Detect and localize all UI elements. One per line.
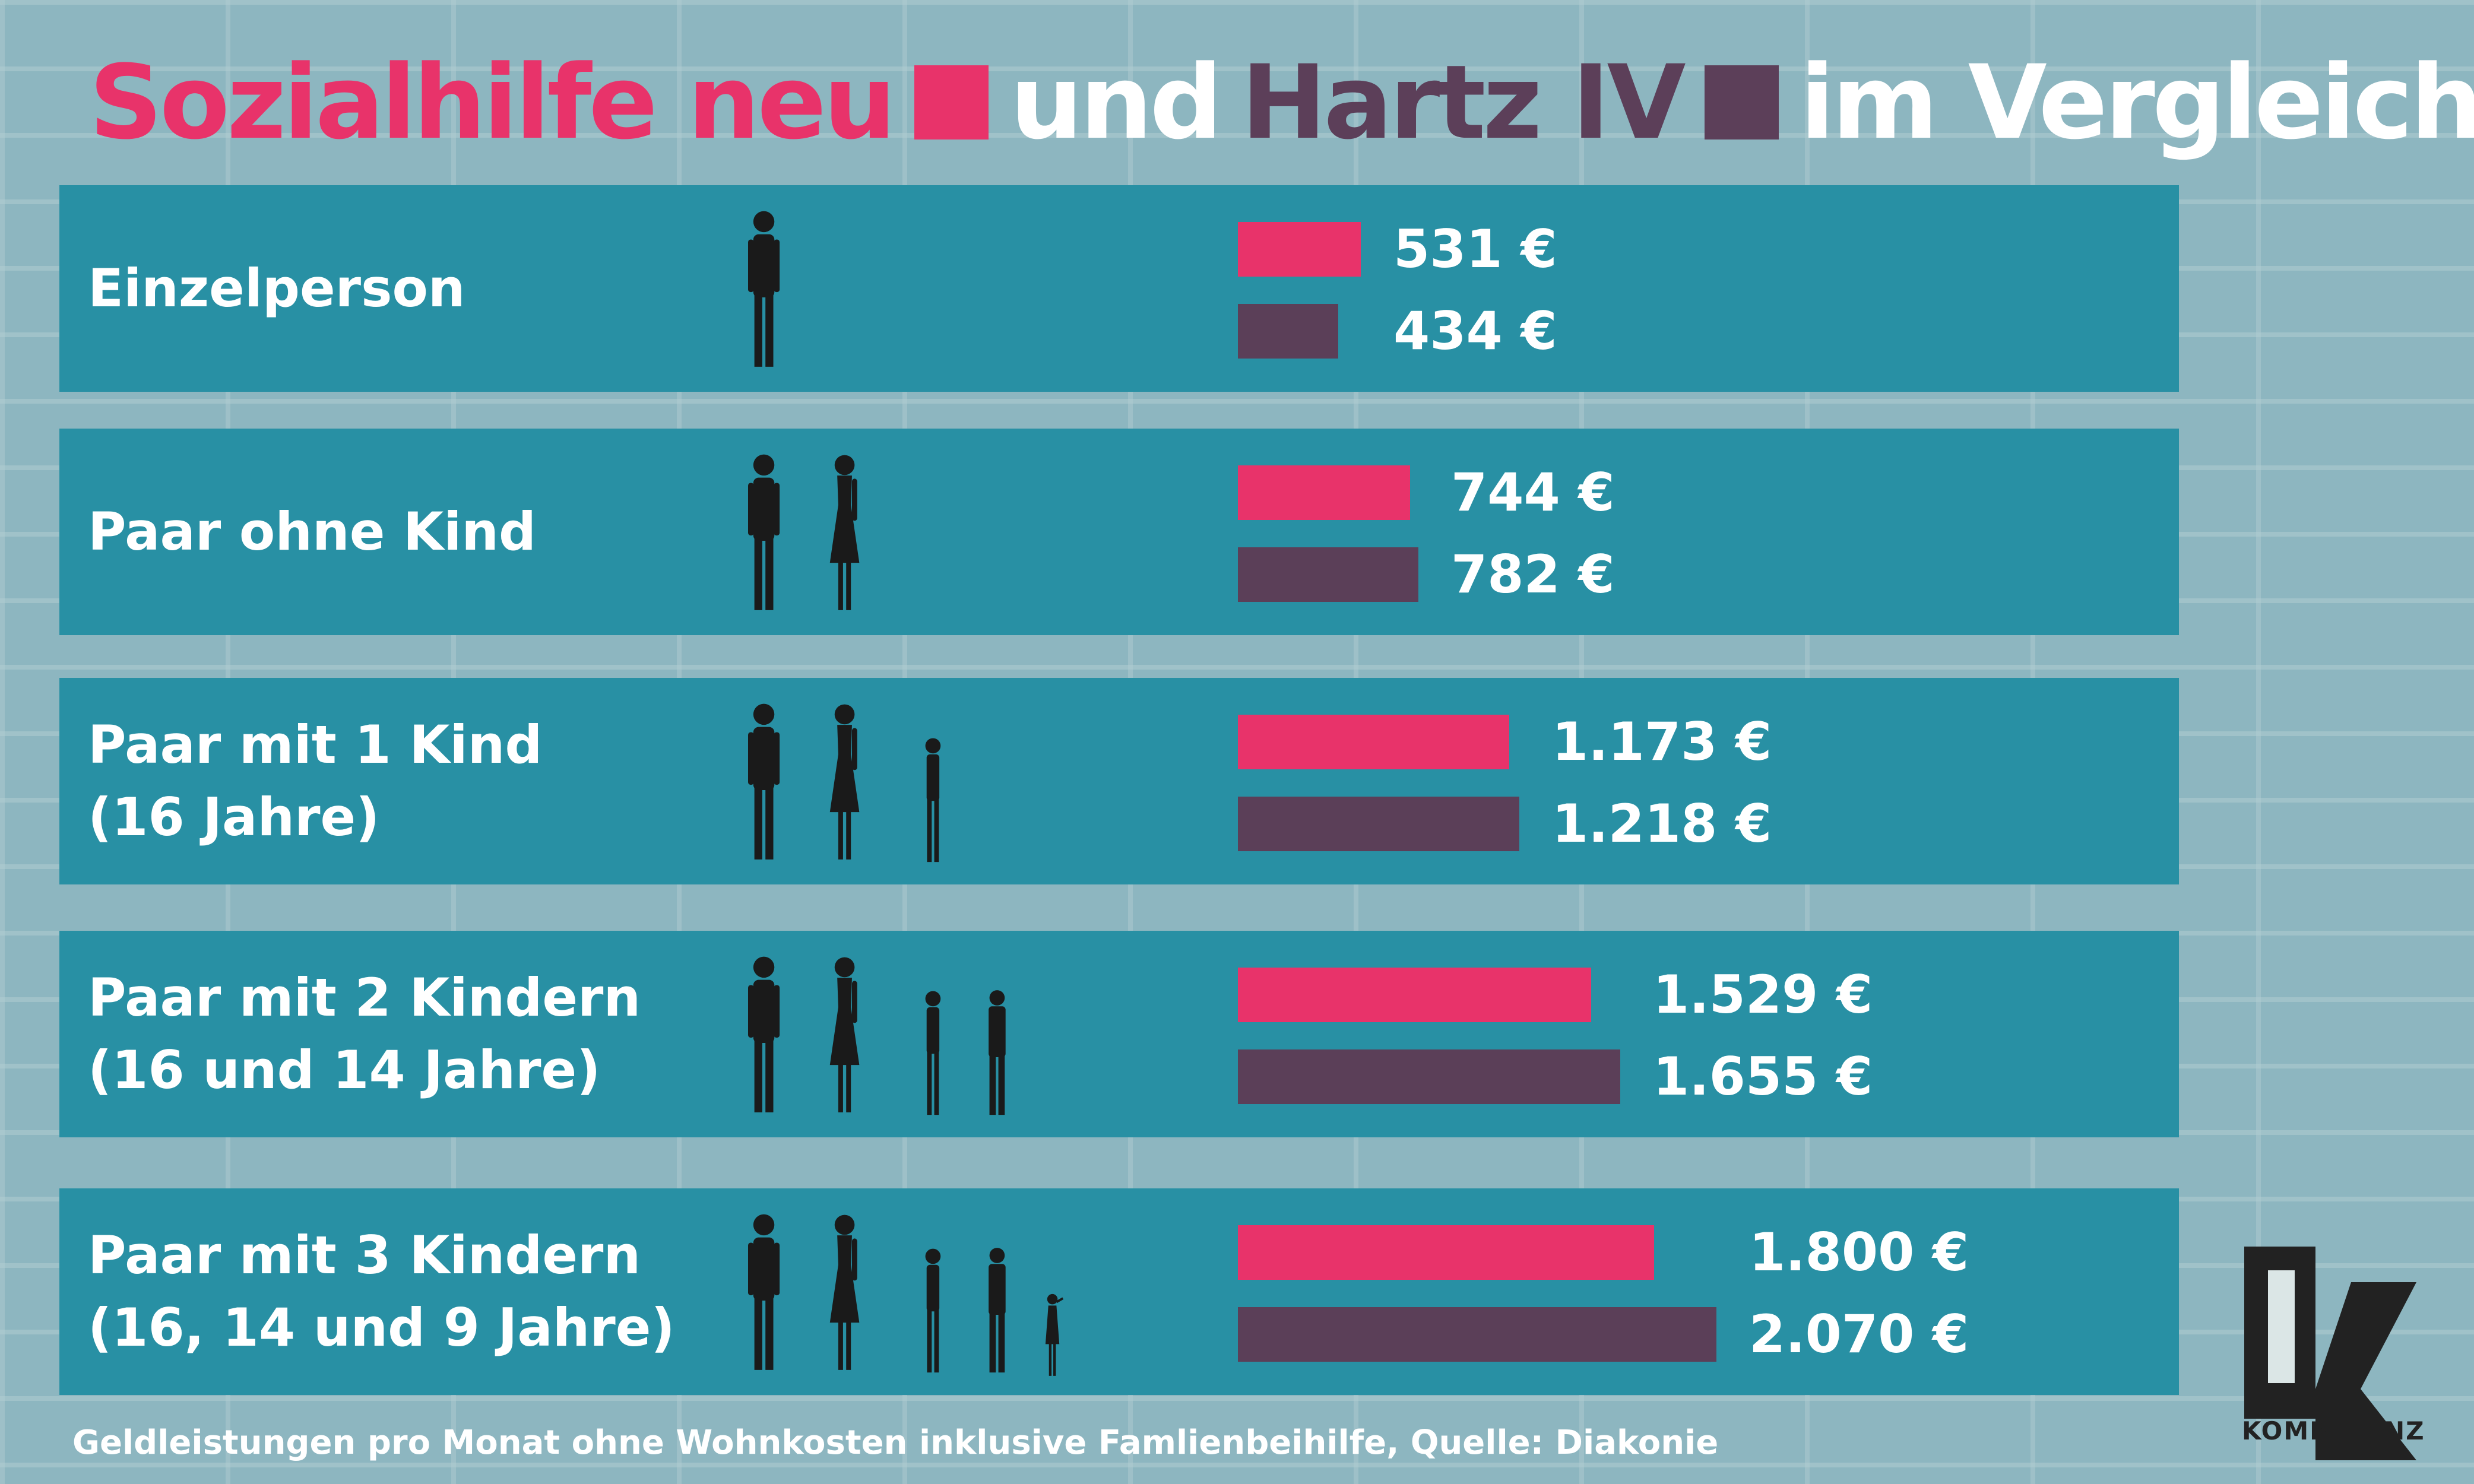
category-label: Paar ohne Kind (88, 496, 536, 568)
sozialhilfe-neu-bar (1238, 968, 1591, 1022)
boy-silhouette-icon (989, 1248, 1006, 1373)
chart-title: Sozialhilfe neu und Hartz IV im Vergleic… (89, 42, 2474, 162)
sozialhilfe-neu-value-label: 531 € (1393, 218, 1557, 280)
hartz-iv-value-label: 1.218 € (1552, 793, 1772, 854)
category-band: Paar mit 2 Kindern (16 und 14 Jahre) 1.529… (59, 931, 2179, 1137)
hartz-iv-bar (1238, 304, 1338, 359)
sozialhilfe-neu-value-label: 1.529 € (1653, 964, 1873, 1025)
hartz-iv-value-label: 782 € (1451, 544, 1615, 605)
category-label-line: Paar mit 3 Kindern (88, 1225, 641, 1286)
category-label: Paar mit 3 Kindern (16, 14 und 9 Jahre) (88, 1219, 675, 1364)
title-und: und (1010, 42, 1222, 162)
category-band: Paar mit 1 Kind (16 Jahre) 1.173 € 1.218 € (59, 678, 2179, 884)
sozialhilfe-neu-legend-swatch (914, 65, 989, 139)
girl-silhouette-icon (925, 1248, 941, 1373)
sozialhilfe-neu-bar (1238, 715, 1509, 769)
category-label-line: Paar ohne Kind (88, 501, 537, 562)
man-silhouette-icon (748, 703, 780, 860)
child-silhouette-icon (1045, 1293, 1064, 1376)
k-logo-icon (2244, 1247, 2416, 1460)
category-label-line: Paar mit 2 Kindern (88, 967, 641, 1028)
woman-silhouette-icon (829, 704, 860, 860)
hartz-iv-legend-swatch (1704, 65, 1779, 139)
category-label-line: (16, 14 und 9 Jahre) (88, 1297, 675, 1358)
hartz-iv-bar (1238, 1049, 1620, 1104)
hartz-iv-bar (1238, 797, 1519, 851)
girl-silhouette-icon (925, 738, 941, 863)
woman-silhouette-icon (829, 957, 860, 1112)
sozialhilfe-neu-value-label: 1.800 € (1749, 1222, 1969, 1283)
source-note: Geldleistungen pro Monat ohne Wohnkosten… (72, 1423, 1719, 1462)
hartz-iv-bar (1238, 1307, 1716, 1362)
category-label-line: Einzelperson (88, 258, 465, 319)
title-sozialhilfe-neu: Sozialhilfe neu (89, 42, 896, 162)
title-im-vergleich: im Vergleich (1800, 42, 2474, 162)
sozialhilfe-neu-value-label: 1.173 € (1552, 711, 1772, 772)
boy-silhouette-icon (989, 990, 1006, 1115)
sozialhilfe-neu-bar (1238, 465, 1410, 520)
category-label: Paar mit 1 Kind (16 Jahre) (88, 709, 542, 854)
man-silhouette-icon (748, 1214, 780, 1370)
category-label: Paar mit 2 Kindern (16 und 14 Jahre) (88, 962, 641, 1106)
category-label-line: Paar mit 1 Kind (88, 714, 543, 775)
category-band: Paar mit 3 Kindern (16, 14 und 9 Jahre) 1.… (59, 1188, 2179, 1395)
title-hartz-iv: Hartz IV (1241, 42, 1686, 162)
category-band: Paar ohne Kind 744 € 782 € (59, 429, 2179, 635)
woman-silhouette-icon (829, 455, 860, 610)
woman-silhouette-icon (829, 1215, 860, 1370)
sozialhilfe-neu-value-label: 744 € (1451, 462, 1615, 523)
sozialhilfe-neu-bar (1238, 222, 1361, 277)
hartz-iv-value-label: 2.070 € (1749, 1304, 1969, 1365)
girl-silhouette-icon (925, 991, 941, 1115)
hartz-iv-value-label: 1.655 € (1653, 1046, 1873, 1107)
category-band: Einzelperson 531 € 434 € (59, 185, 2179, 392)
logo-text: KOMPETENZ (2242, 1416, 2425, 1445)
hartz-iv-bar (1238, 547, 1418, 602)
hartz-iv-value-label: 434 € (1393, 300, 1557, 362)
sozialhilfe-neu-bar (1238, 1225, 1654, 1280)
category-label: Einzelperson (88, 252, 465, 325)
category-label-line: (16 und 14 Jahre) (88, 1039, 601, 1101)
man-silhouette-icon (748, 454, 780, 610)
category-label-line: (16 Jahre) (88, 787, 380, 848)
man-silhouette-icon (748, 956, 780, 1112)
man-silhouette-icon (748, 211, 780, 367)
